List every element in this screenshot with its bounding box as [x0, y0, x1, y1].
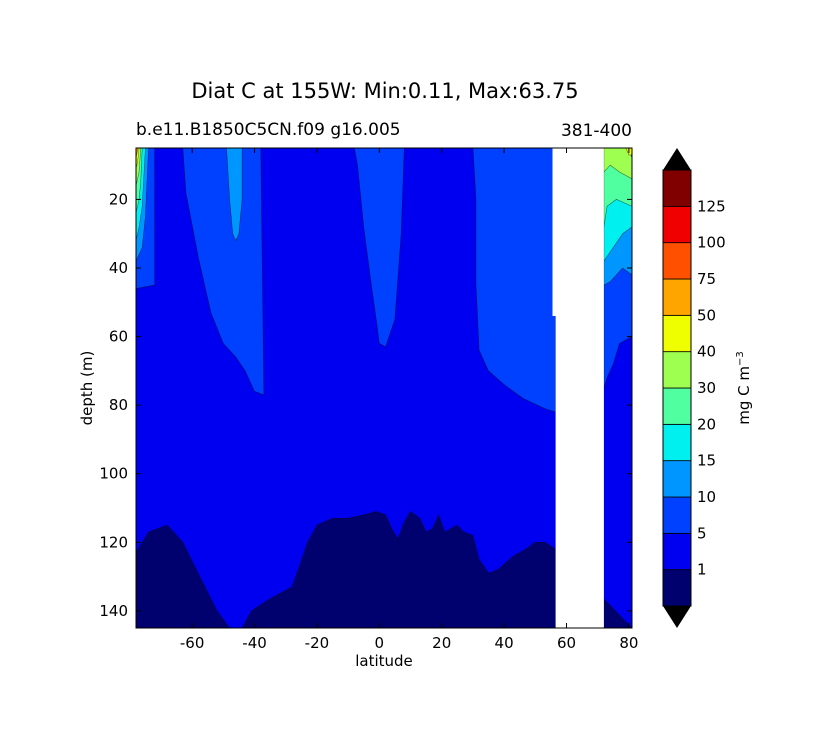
south-edge-band-5	[136, 148, 139, 159]
band-10-15-region-0	[226, 148, 243, 242]
x-tick-label: 80	[619, 634, 638, 652]
colorbar-extend-max	[663, 148, 691, 170]
colorbar-segment	[662, 569, 692, 607]
plot-frame	[135, 147, 633, 629]
colorbar-tick-label: 5	[697, 524, 707, 542]
colorbar-segment	[662, 242, 692, 280]
y-tick-label: 40	[109, 259, 128, 277]
x-tick-label: -40	[242, 634, 267, 652]
colorbar-segment	[662, 314, 692, 353]
colorbar-label-exponent: −3	[735, 351, 746, 366]
colorbar-segment	[662, 460, 692, 498]
band-5-10-region-2	[354, 148, 405, 348]
y-tick-label: 60	[109, 328, 128, 346]
x-tick-label: 20	[432, 634, 451, 652]
colorbar-tick-label: 100	[697, 234, 726, 252]
colorbar-tick-label: 75	[697, 270, 716, 288]
colorbar-segment	[662, 351, 692, 389]
x-tick-label: -20	[305, 634, 330, 652]
chart-subtitle-right: 381-400	[561, 121, 632, 141]
colorbar-frame	[662, 169, 692, 607]
colorbar-tick-label: 1	[697, 561, 707, 579]
x-axis-label: latitude	[355, 652, 413, 670]
colorbar-segment	[662, 278, 692, 316]
missing-data-region	[552, 148, 604, 628]
colorbar-segment	[662, 205, 692, 244]
chart-subtitle-left: b.e11.B1850C5CN.f09 g16.005	[136, 120, 401, 140]
colorbar-tick-label: 40	[697, 343, 716, 361]
colorbar-tick-label: 30	[697, 379, 716, 397]
chart-title: Diat C at 155W: Min:0.11, Max:63.75	[191, 79, 578, 103]
y-tick-label: 80	[109, 396, 128, 414]
colorbar-segment	[662, 387, 692, 425]
y-axis-label: depth (m)	[78, 351, 96, 426]
band-5-10-region-1	[182, 148, 265, 396]
colorbar-extend-min	[663, 606, 691, 628]
y-axis: 20 40 60 80 100 120 140	[99, 190, 632, 620]
x-tick-label: 0	[375, 634, 385, 652]
colorbar-segment	[662, 532, 692, 571]
colorbar-segment	[662, 496, 692, 534]
colorbar-segment	[662, 423, 692, 462]
colorbar-label: mg C m−3	[735, 351, 753, 425]
x-axis: -60 -40 -20 0 20 40 60 80	[180, 148, 638, 652]
colorbar-segment	[662, 169, 692, 207]
colorbar-tick-label: 125	[697, 197, 726, 215]
colorbar-tick-label: 15	[697, 452, 716, 470]
x-tick-label: 40	[495, 634, 514, 652]
y-tick-label: 120	[99, 533, 128, 551]
colorbar-tick-label: 50	[697, 306, 716, 324]
colorbar-tick-label: 20	[697, 415, 716, 433]
x-tick-label: 60	[557, 634, 576, 652]
y-tick-label: 140	[99, 602, 128, 620]
y-tick-label: 100	[99, 465, 128, 483]
colorbar-label-unit: mg C m	[735, 366, 753, 425]
x-tick-label: -60	[180, 634, 205, 652]
y-tick-label: 20	[109, 190, 128, 208]
plot-area	[136, 148, 632, 628]
colorbar-tick-label: 10	[697, 488, 716, 506]
